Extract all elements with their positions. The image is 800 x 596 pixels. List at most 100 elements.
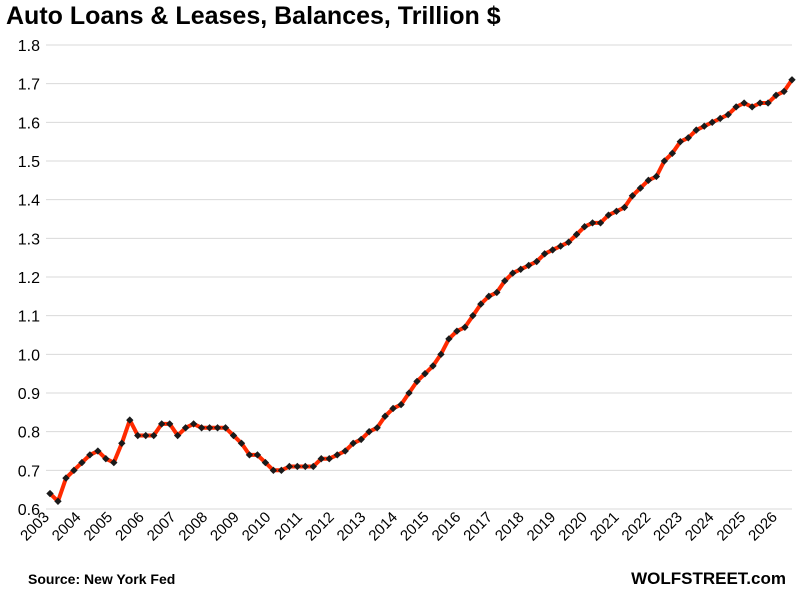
data-point — [118, 439, 126, 447]
x-tick-label: 2013 — [334, 509, 370, 545]
x-tick-label: 2022 — [619, 509, 655, 545]
data-point — [660, 157, 669, 165]
data-point — [533, 257, 541, 266]
data-point — [564, 238, 573, 246]
data-point — [405, 389, 413, 397]
y-tick-label: 1.3 — [18, 231, 40, 248]
data-point — [748, 103, 756, 111]
data-point — [580, 223, 589, 231]
data-point — [636, 184, 645, 192]
y-tick-label: 1.6 — [18, 115, 40, 132]
y-tick-label: 1.8 — [18, 38, 40, 55]
y-tick-label: 1.4 — [18, 193, 40, 210]
data-point — [556, 242, 565, 250]
x-tick-label: 2010 — [239, 509, 275, 545]
data-point — [86, 451, 94, 459]
data-point — [150, 431, 158, 440]
data-point — [261, 458, 270, 467]
x-tick-label: 2009 — [207, 509, 243, 545]
data-point — [413, 377, 421, 386]
data-point — [173, 431, 182, 440]
data-point — [349, 439, 357, 447]
data-point — [628, 192, 637, 200]
data-point — [253, 451, 262, 459]
data-point — [126, 416, 134, 424]
y-tick-label: 1.2 — [18, 270, 40, 287]
data-point — [166, 420, 174, 428]
data-point — [189, 420, 198, 428]
data-point — [134, 431, 142, 440]
data-point — [102, 455, 110, 463]
data-point — [788, 76, 796, 84]
data-point — [285, 462, 294, 471]
data-point — [684, 134, 692, 142]
data-point — [525, 261, 533, 270]
data-point — [588, 219, 597, 227]
data-point — [373, 424, 381, 432]
data-point — [381, 412, 389, 420]
data-point — [485, 292, 493, 301]
data-point — [540, 250, 549, 258]
y-tick-label: 0.6 — [18, 502, 40, 519]
x-tick-label: 2020 — [555, 509, 591, 545]
data-point — [501, 277, 509, 285]
x-tick-label: 2005 — [81, 509, 117, 545]
x-tick-label: 2023 — [650, 509, 686, 545]
data-point — [341, 447, 349, 455]
data-point — [461, 323, 469, 331]
y-tick-label: 0.7 — [18, 463, 40, 480]
data-point — [493, 288, 501, 297]
data-point — [293, 462, 302, 471]
data-point — [46, 489, 54, 498]
source-note: Source: New York Fed — [28, 571, 176, 587]
y-tick-label: 0.8 — [18, 425, 40, 442]
data-point — [676, 137, 684, 146]
data-point — [365, 427, 373, 436]
data-point — [213, 424, 222, 432]
data-point — [596, 219, 605, 227]
data-point — [437, 350, 445, 359]
x-tick-label: 2017 — [460, 509, 496, 545]
data-point — [724, 110, 732, 119]
data-point — [110, 458, 118, 467]
data-point — [325, 455, 333, 463]
data-point — [62, 474, 70, 482]
x-tick-label: 2011 — [271, 509, 306, 544]
data-point — [277, 466, 286, 475]
data-point — [78, 458, 86, 467]
data-point — [70, 466, 78, 475]
x-tick-label: 2019 — [524, 509, 560, 545]
site-brand: WOLFSTREET.com — [631, 569, 786, 588]
data-point — [612, 207, 621, 215]
series-line — [48, 77, 794, 504]
data-point — [54, 497, 62, 505]
data-point — [477, 300, 485, 308]
data-point — [517, 265, 525, 273]
data-point — [548, 246, 557, 254]
data-point — [692, 126, 700, 134]
x-tick-label: 2021 — [587, 509, 623, 545]
data-point — [445, 335, 453, 343]
x-tick-label: 2012 — [302, 509, 338, 545]
x-tick-label: 2016 — [429, 509, 465, 545]
x-tick-label: 2026 — [745, 509, 781, 545]
y-tick-label: 1.5 — [18, 154, 40, 171]
y-tick-label: 1.7 — [18, 77, 40, 94]
x-tick-label: 2004 — [49, 509, 85, 545]
data-point — [205, 424, 214, 432]
data-point — [333, 451, 341, 459]
data-point — [708, 118, 716, 127]
x-tick-label: 2024 — [682, 509, 718, 545]
x-tick-label: 2018 — [492, 509, 528, 545]
data-point — [652, 172, 661, 181]
x-tick-label: 2025 — [714, 509, 750, 545]
y-tick-label: 0.9 — [18, 386, 40, 403]
data-point — [237, 439, 246, 447]
x-tick-label: 2015 — [397, 509, 433, 545]
y-tick-label: 1.0 — [18, 347, 40, 364]
y-tick-label: 1.1 — [18, 309, 40, 326]
data-point — [309, 462, 317, 471]
x-tick-label: 2008 — [175, 509, 211, 545]
data-point — [429, 362, 437, 370]
